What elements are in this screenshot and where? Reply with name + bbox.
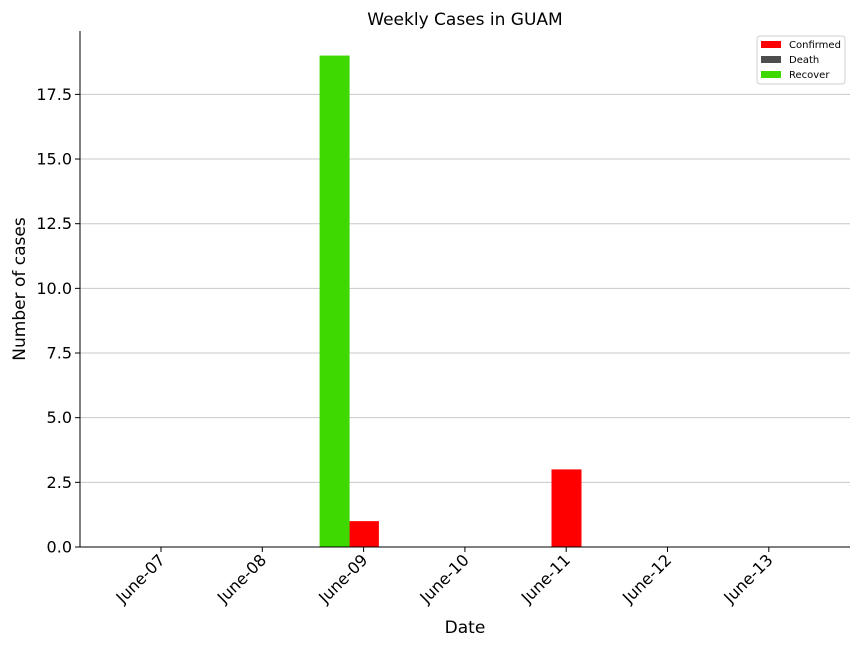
x-tick-label: June-09 [314, 550, 371, 607]
y-tick-label: 17.5 [36, 85, 72, 104]
x-tick-label: June-08 [213, 550, 270, 607]
y-axis-label: Number of cases [10, 217, 30, 361]
legend-swatch-death [761, 56, 781, 63]
x-tick-label: June-10 [415, 550, 472, 607]
legend-swatch-confirmed [761, 41, 781, 48]
y-tick-label: 7.5 [47, 344, 72, 363]
y-tick-label: 5.0 [47, 408, 72, 427]
legend-label-recover: Recover [789, 70, 830, 81]
bar-confirmed-june-12 [551, 469, 582, 547]
x-tick-label: June-11 [517, 550, 574, 607]
y-tick-label: 15.0 [36, 150, 72, 169]
bars [319, 55, 582, 547]
y-tick-label: 2.5 [47, 473, 72, 492]
x-tick-label: June-13 [719, 550, 776, 607]
y-ticks: 0.0 2.5 5.0 7.5 10.0 12.5 15.0 17.5 [36, 85, 80, 557]
x-tick-label: June-07 [112, 550, 169, 607]
x-axis-label: Date [445, 618, 486, 638]
legend-label-confirmed: Confirmed [789, 40, 841, 51]
chart-title: Weekly Cases in GUAM [367, 10, 562, 30]
legend-label-death: Death [789, 55, 819, 66]
gridlines [80, 93, 850, 483]
axes [79, 31, 850, 548]
x-tick-label: June-12 [618, 550, 675, 607]
legend: Confirmed Death Recover [756, 35, 846, 85]
y-tick-label: 12.5 [36, 214, 72, 233]
bar-confirmed-june-10 [348, 521, 379, 547]
y-tick-label: 0.0 [47, 538, 72, 557]
y-tick-label: 10.0 [36, 279, 72, 298]
legend-swatch-recover [761, 71, 781, 78]
x-ticks: June-07 June-08 June-09 June-10 June-11 June-… [112, 547, 777, 608]
bar-recover-june-09 [319, 55, 350, 547]
